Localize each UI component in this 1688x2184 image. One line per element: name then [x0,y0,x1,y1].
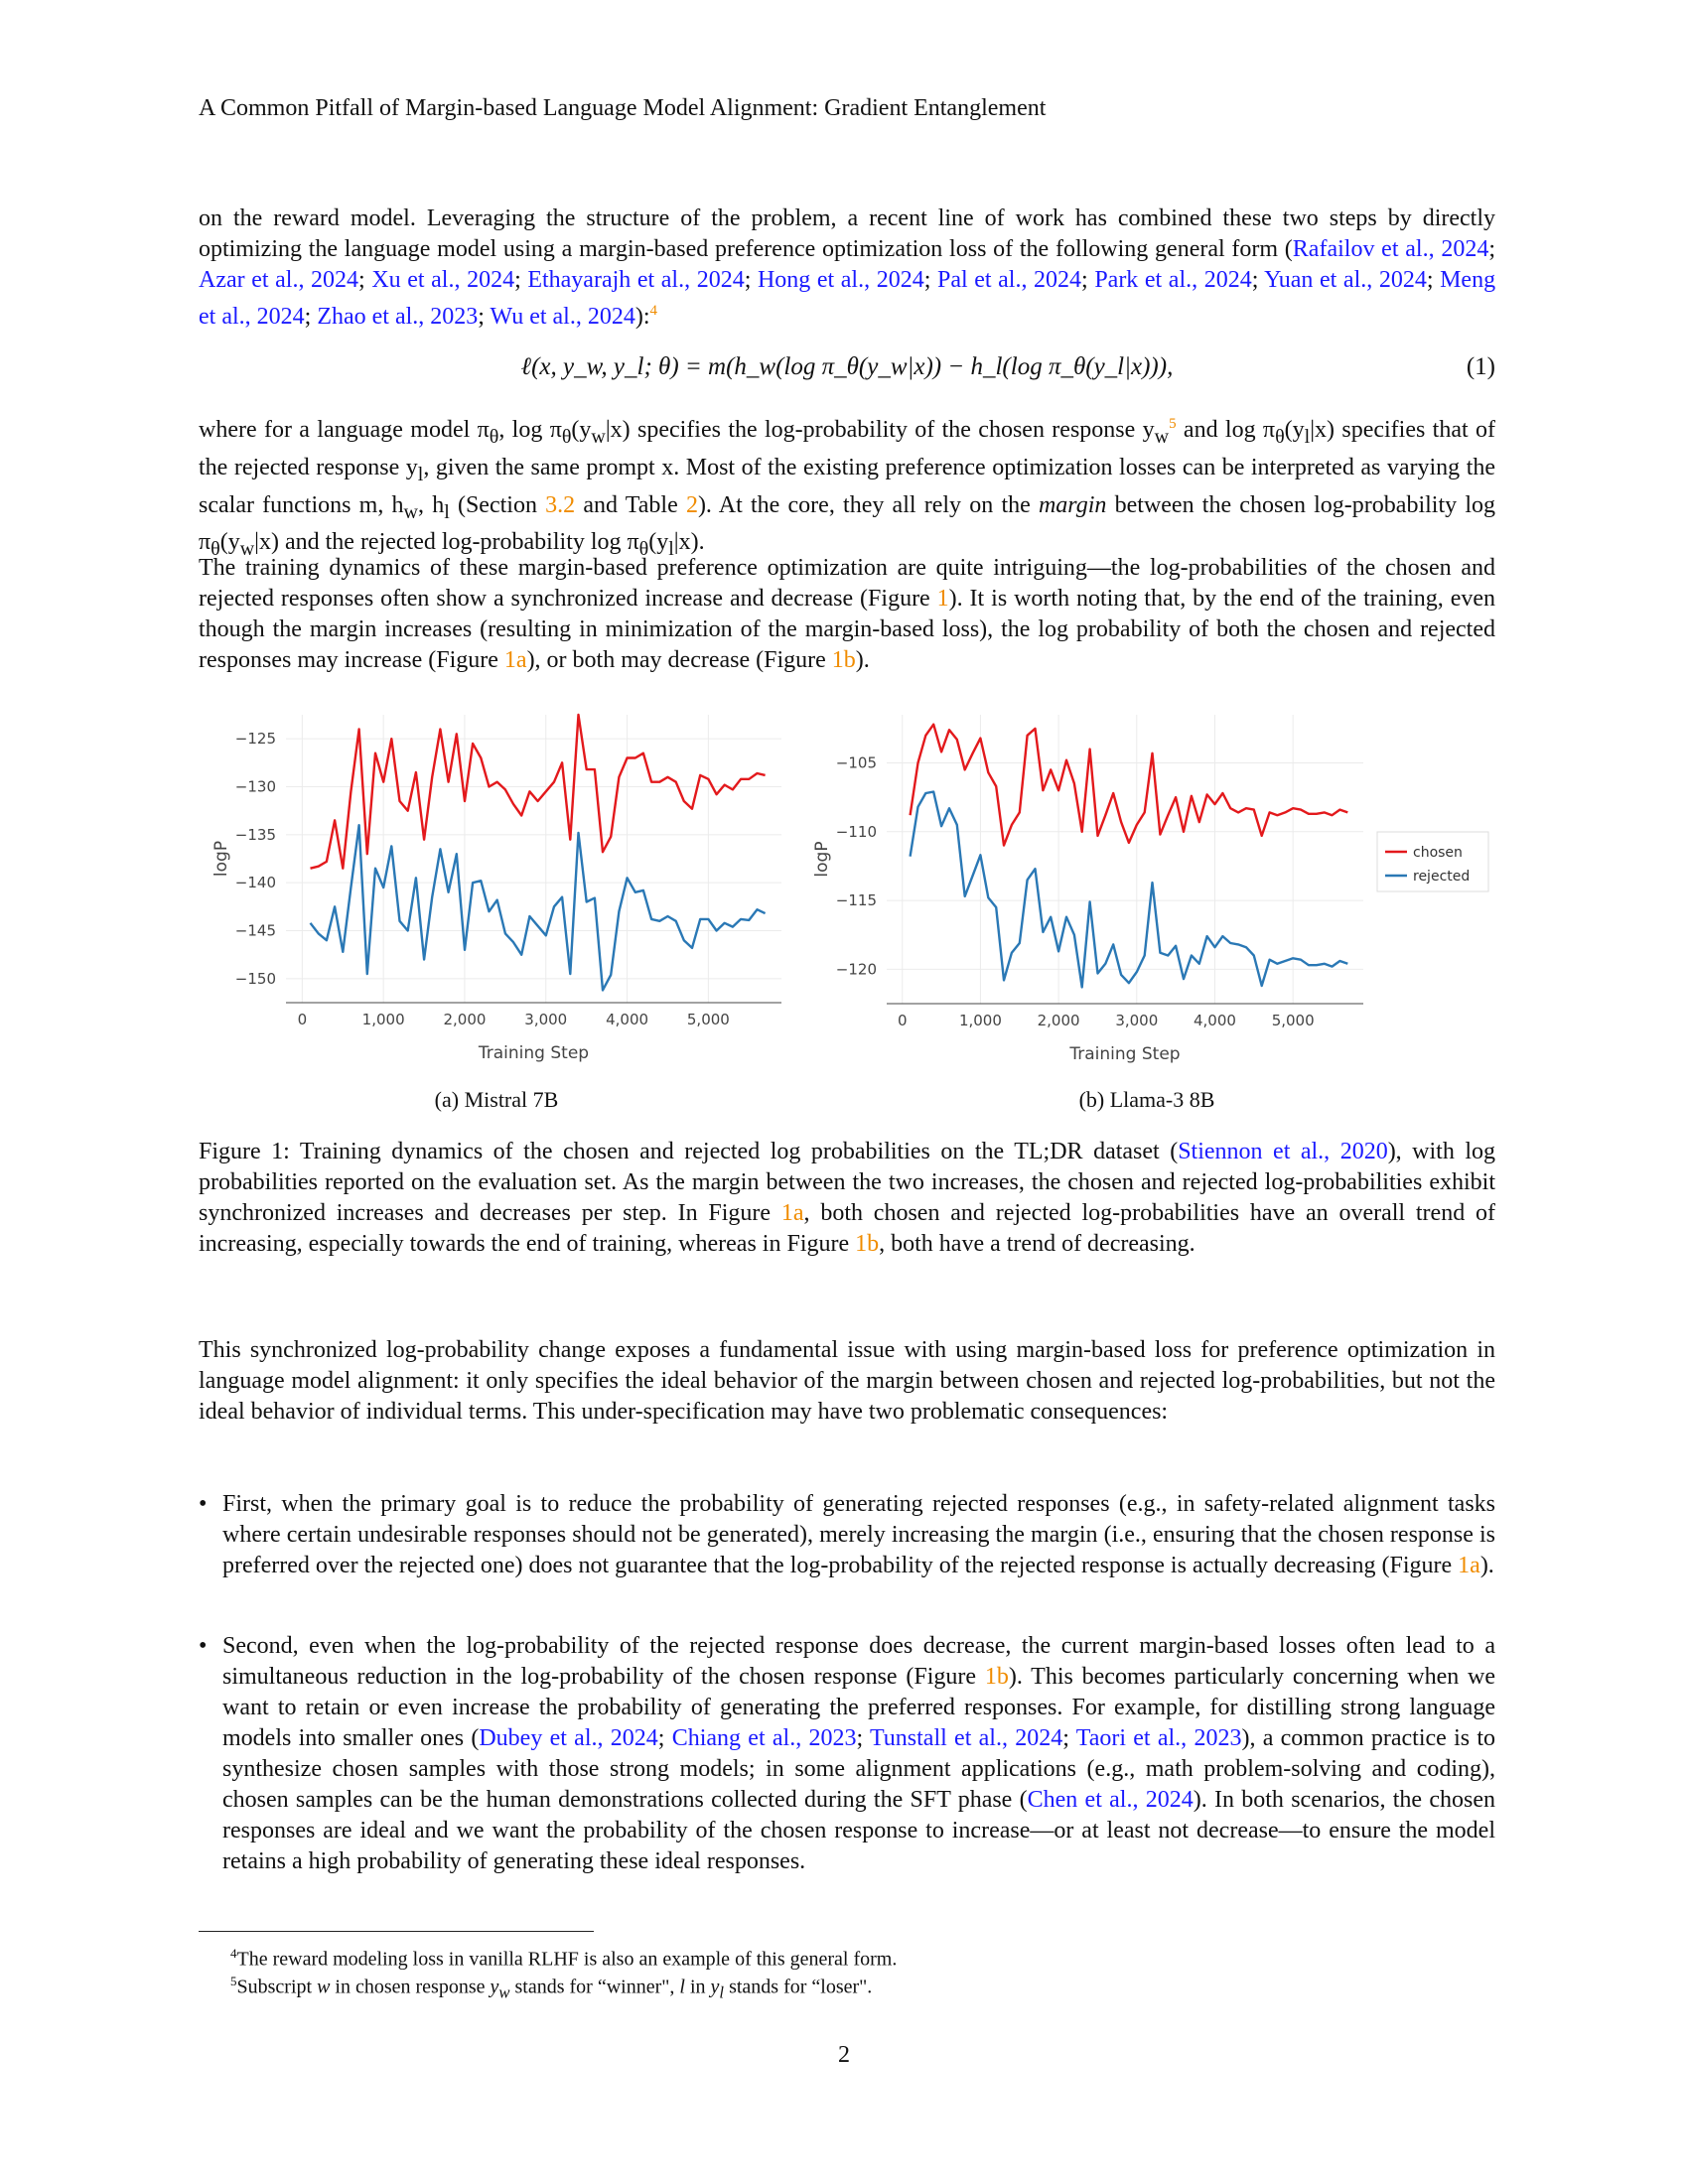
citation[interactable]: Zhao et al., 2023 [317,304,479,330]
x-tick-label: 4,000 [606,1011,648,1028]
legend-label-chosen: chosen [1413,845,1463,861]
legend-label-rejected: rejected [1413,869,1470,885]
footnote-ref-5[interactable]: 5 [1169,416,1177,432]
citation[interactable]: Rafailov et al., 2024 [1292,236,1489,262]
y-axis-title: logP [812,841,832,877]
equation-number: (1) [1466,353,1495,380]
x-tick-label: 5,000 [1272,1012,1315,1029]
x-axis-title: Training Step [1068,1044,1180,1064]
y-tick-label: −130 [235,778,276,796]
running-head: A Common Pitfall of Margin-based Languag… [199,95,1047,121]
citation[interactable]: Ethayarajh et al., 2024 [527,267,745,293]
figure-ref[interactable]: 1a [503,647,527,673]
y-tick-label: −110 [836,823,877,841]
paragraph-issue: This synchronized log-probability change… [199,1337,1495,1425]
subcaption-a: (a) Mistral 7B [434,1087,559,1112]
citation[interactable]: Stiennon et al., 2020 [1178,1139,1388,1164]
citation[interactable]: Dubey et al., 2024 [479,1725,658,1751]
figure-ref[interactable]: 1 [936,586,949,612]
x-tick-label: 0 [898,1012,908,1029]
citation[interactable]: Park et al., 2024 [1094,267,1252,293]
figure-ref[interactable]: 1b [855,1231,880,1257]
bullet-marker: • [199,1491,208,1517]
figure-ref[interactable]: 1a [1458,1553,1480,1578]
series-line-chosen [909,723,1348,847]
equation-body: ℓ(x, y_w, y_l; θ) = m(h_w(log π_θ(y_w|x)… [520,353,1174,380]
chart-mistral-7b: 0 1,000 2,000 3,000 4,000 5,000 −125 −130 −135 −1… [211,713,781,1063]
section-ref[interactable]: 3.2 [545,491,576,518]
figure-caption: Figure 1: Training dynamics of the chose… [199,1139,1496,1257]
y-tick-label: −140 [235,874,276,891]
x-tick-label: 3,000 [524,1011,567,1028]
y-tick-label: −115 [836,891,877,909]
y-axis-title: logP [211,841,231,877]
paragraph-intro: on the reward model. Leveraging the stru… [199,205,1496,330]
footnote-4: 4The reward modeling loss in vanilla RLH… [230,1946,898,1971]
page-number: 2 [838,2042,850,2068]
x-tick-label: 3,000 [1115,1012,1158,1029]
y-tick-label: −150 [235,970,276,988]
footnote-rule [199,1931,594,1932]
paragraph-definitions: where for a language model πθ, log πθ(yw… [199,416,1496,561]
series-line-rejected [309,823,767,992]
citation[interactable]: Tunstall et al., 2024 [869,1725,1063,1751]
equation-1: ℓ(x, y_w, y_l; θ) = m(h_w(log π_θ(y_w|x)… [199,353,1495,385]
bullet-item-second: • Second, even when the log-probability … [199,1633,1496,1874]
x-axis-title: Training Step [478,1043,589,1063]
y-tick-label: −105 [836,754,877,772]
footnote-5: 5Subscript w in chosen response yw stand… [230,1974,873,2002]
x-tick-label: 2,000 [443,1011,486,1028]
subcaption-b: (b) Llama-3 8B [1078,1087,1215,1112]
y-tick-label: −125 [235,730,276,748]
legend-box [1376,831,1489,892]
paragraph-dynamics: The training dynamics of these margin-ba… [199,555,1495,673]
x-tick-label: 5,000 [687,1011,730,1028]
bullet-marker: • [199,1633,208,1659]
citation[interactable]: Meng et al., 2024 [199,267,1496,330]
figure-ref[interactable]: 1a [780,1200,804,1226]
x-tick-label: 1,000 [362,1011,405,1028]
figure-ref[interactable]: 1b [984,1664,1009,1690]
series-line-chosen [310,713,766,870]
chart-llama3-8b: 0 1,000 2,000 3,000 4,000 5,000 −105 −110 −115 −1… [812,715,1489,1064]
x-tick-label: 4,000 [1194,1012,1236,1029]
x-tick-label: 1,000 [959,1012,1002,1029]
series-line-rejected [909,790,1348,989]
footnote-ref-4[interactable]: 4 [649,303,658,319]
citation[interactable]: Taori et al., 2023 [1075,1725,1242,1751]
y-tick-label: −120 [836,960,877,978]
x-tick-label: 2,000 [1038,1012,1080,1029]
bullet-item-first: • First, when the primary goal is to red… [199,1491,1495,1578]
citation[interactable]: Hong et al., 2024 [757,267,924,293]
citation[interactable]: Azar et al., 2024 [199,267,359,293]
citation[interactable]: Chiang et al., 2023 [671,1725,857,1751]
figure-ref[interactable]: 1b [831,647,856,673]
citation[interactable]: Xu et al., 2024 [371,267,515,293]
y-tick-label: −135 [235,826,276,844]
citation[interactable]: Yuan et al., 2024 [1264,267,1427,293]
citation[interactable]: Wu et al., 2024 [490,304,635,330]
y-tick-label: −145 [235,922,276,940]
x-tick-label: 0 [298,1011,308,1028]
citation[interactable]: Pal et al., 2024 [936,267,1082,293]
table-ref[interactable]: 2 [685,491,698,518]
citation[interactable]: Chen et al., 2024 [1027,1787,1194,1813]
